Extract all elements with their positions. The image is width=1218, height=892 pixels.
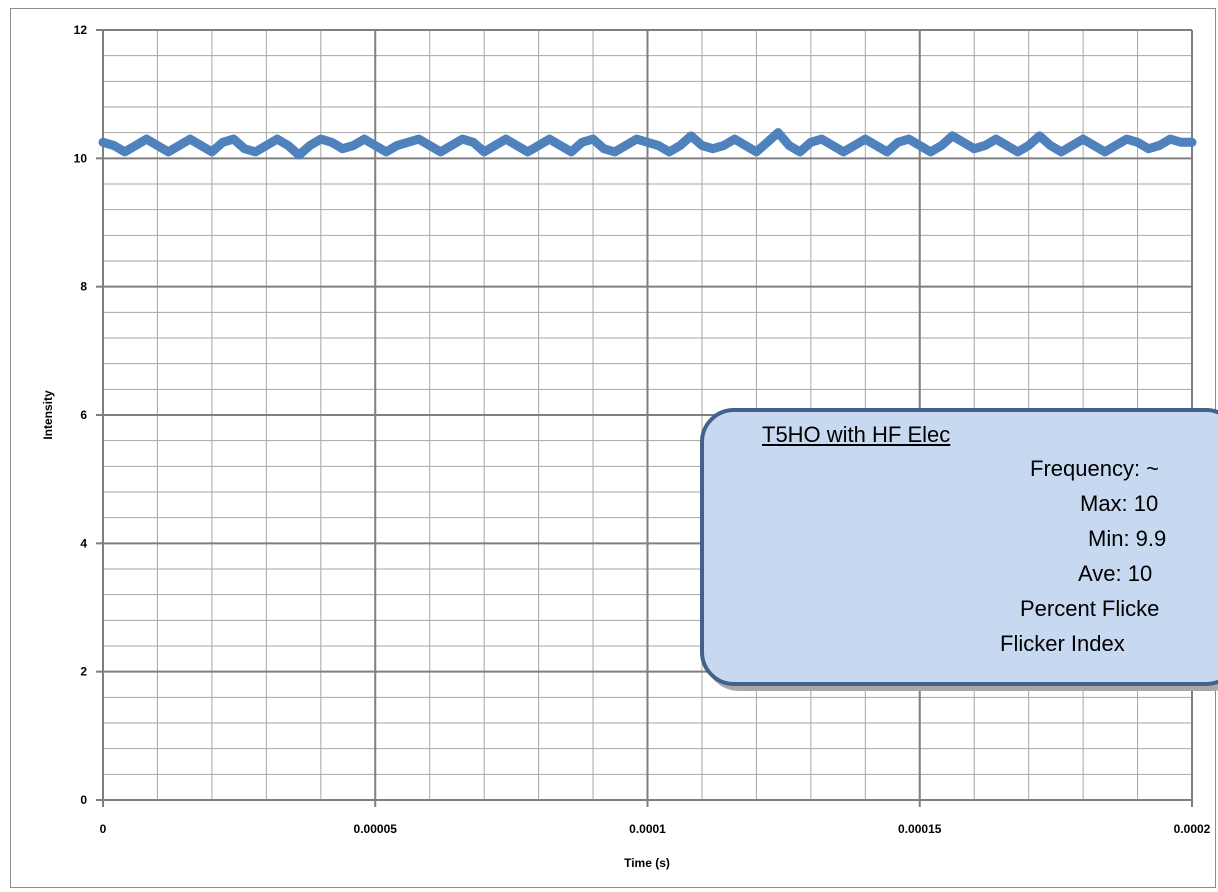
flicker-index-text: Flicker Index [1000, 631, 1125, 656]
min-text: Min: 9.9 [1088, 526, 1167, 551]
y-tick-labels: 0 2 4 6 8 10 12 [74, 23, 88, 807]
max-text: Max: 10 [1080, 491, 1159, 516]
series-group [98, 128, 1197, 160]
axes [96, 29, 1193, 807]
x-axis-title: Time (s) [624, 856, 670, 870]
series-line-0 [98, 128, 1197, 160]
y-tick-label: 6 [80, 408, 87, 422]
x-tick-labels: 0 0.00005 0.0001 0.00015 0.0002 [100, 822, 1211, 836]
flicker-info-box: T5HO with HF Elec Frequency: ~ Max: 10 M… [700, 408, 1218, 686]
y-tick-label: 12 [74, 23, 88, 37]
y-tick-label: 10 [74, 151, 88, 165]
average-text: Ave: 10 [1078, 561, 1153, 586]
y-axis-title: Intensity [41, 390, 55, 440]
x-tick-label: 0.00015 [898, 822, 942, 836]
x-tick-label: 0 [100, 822, 107, 836]
x-tick-label: 0.00005 [354, 822, 398, 836]
y-tick-label: 8 [80, 280, 87, 294]
x-tick-label: 0.0001 [629, 822, 666, 836]
y-tick-label: 4 [80, 536, 87, 550]
x-tick-label: 0.0002 [1174, 822, 1211, 836]
percent-flicker-text: Percent Flicke [1020, 596, 1160, 621]
info-box-title: T5HO with HF Elec [762, 422, 951, 447]
y-tick-label: 0 [80, 793, 87, 807]
y-tick-label: 2 [80, 665, 87, 679]
frequency-text: Frequency: ~ [1030, 456, 1160, 481]
